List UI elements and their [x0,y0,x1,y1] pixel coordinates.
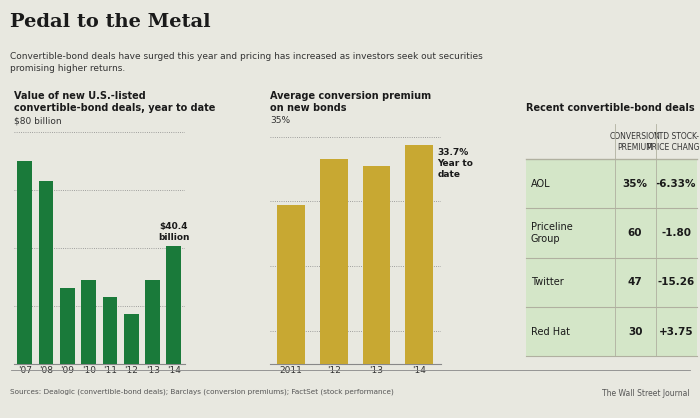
Text: 35%: 35% [270,116,290,125]
Bar [320,159,348,364]
Bar [363,166,391,364]
Bar [38,181,53,364]
Bar [81,280,96,364]
Bar [18,161,32,364]
Bar [405,145,433,364]
Bar [124,314,139,364]
Text: 60: 60 [628,228,643,238]
Text: 47: 47 [628,277,643,287]
Text: $80 billion: $80 billion [14,117,62,126]
Text: Red Hat: Red Hat [531,326,570,336]
Text: CONVERSION
PREMIUM: CONVERSION PREMIUM [610,132,661,152]
Text: Sources: Dealogic (convertible-bond deals); Barclays (conversion premiums); Fact: Sources: Dealogic (convertible-bond deal… [10,389,394,395]
Text: +3.75: +3.75 [659,326,693,336]
Text: Convertible-bond deals have surged this year and pricing has increased as invest: Convertible-bond deals have surged this … [10,52,483,73]
Text: Twitter: Twitter [531,277,564,287]
Bar [526,208,696,257]
Bar [526,307,696,356]
Bar [60,288,75,364]
Bar [167,247,181,364]
Text: $40.4
billion: $40.4 billion [158,222,190,242]
Bar [526,159,696,208]
Text: The Wall Street Journal: The Wall Street Journal [602,389,690,398]
Text: -1.80: -1.80 [661,228,691,238]
Text: Value of new U.S.-listed
convertible-bond deals, year to date: Value of new U.S.-listed convertible-bon… [14,91,216,113]
Text: Recent convertible-bond deals: Recent convertible-bond deals [526,104,694,113]
Text: AOL: AOL [531,178,551,189]
Text: -15.26: -15.26 [657,277,694,287]
Text: Pedal to the Metal: Pedal to the Metal [10,13,211,31]
Bar [102,297,118,364]
Text: YTD STOCK-
PRICE CHANGE: YTD STOCK- PRICE CHANGE [648,132,700,152]
Text: Priceline
Group: Priceline Group [531,222,573,244]
Bar [277,205,305,364]
Text: 33.7%
Year to
date: 33.7% Year to date [437,148,473,179]
Text: 30: 30 [628,326,643,336]
Bar [526,257,696,307]
Text: -6.33%: -6.33% [656,178,696,189]
Text: Average conversion premium
on new bonds: Average conversion premium on new bonds [270,91,431,113]
Bar [145,280,160,364]
Text: 35%: 35% [622,178,648,189]
